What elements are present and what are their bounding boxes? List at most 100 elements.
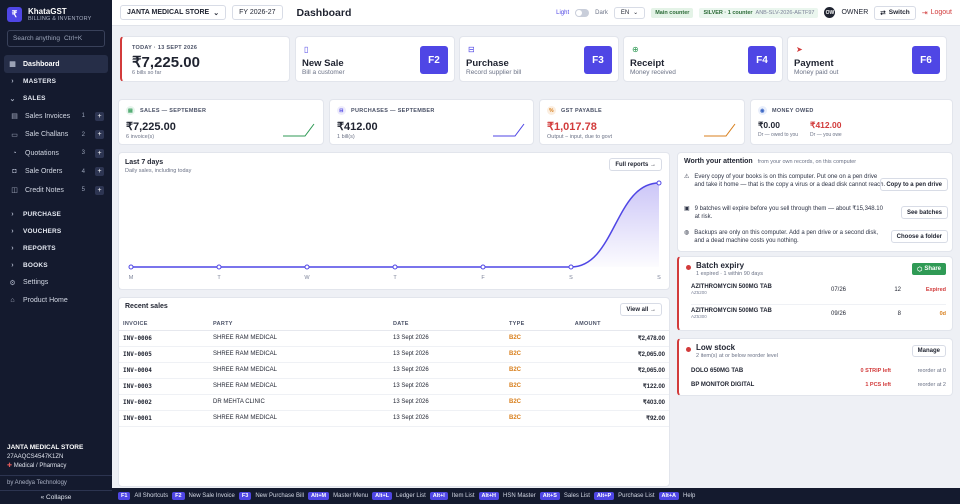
shortcut-label: New Sale Invoice xyxy=(188,493,235,499)
sidebar-item-sale-challans[interactable]: ▭ Sale Challans 2 + xyxy=(0,126,112,145)
choose-folder-button[interactable]: Choose a folder xyxy=(890,230,948,243)
collapse-button[interactable]: « Collapse xyxy=(0,490,112,504)
sidebar-section-sales[interactable]: ⌄ SALES xyxy=(0,90,112,107)
shortcut-key: F3 xyxy=(584,46,612,74)
logout-button[interactable]: ⇥ Logout xyxy=(922,9,952,17)
type-badge: B2C xyxy=(505,362,571,379)
stat-gst: % GST PAYABLE ₹1,017.78 Output − input, d… xyxy=(539,99,745,145)
col-date: DATE xyxy=(389,319,505,331)
shortcut-key[interactable]: Alt+L xyxy=(372,492,393,500)
table-row[interactable]: INV-0001 SHREE RAM MEDICAL 13 Sept 2026 B2C… xyxy=(119,410,669,427)
see-batches-button[interactable]: See batches xyxy=(900,206,948,219)
attention-text: Backups are only on this computer. Add a… xyxy=(694,230,879,244)
chevron-down-icon: ⌄ xyxy=(9,95,16,103)
chart-point[interactable] xyxy=(304,264,310,270)
shortcut-key[interactable]: F2 xyxy=(172,492,185,500)
you-owe-value: ₹412.00 xyxy=(810,120,842,130)
sidebar: ₹ KhataGST BILLING & INVENTORY Search an… xyxy=(0,0,112,504)
table-row[interactable]: INV-0002 DR MEHTA CLINIC 13 Sept 2026 B2C ₹4… xyxy=(119,394,669,411)
stock-row[interactable]: BP MONITOR DIGITAL 1 PCS left reorder at… xyxy=(691,382,946,388)
section-label: MASTERS xyxy=(23,78,57,85)
invoice-icon: ▤ xyxy=(126,106,135,115)
brand: ₹ KhataGST BILLING & INVENTORY xyxy=(0,0,112,28)
count-badge: 2 xyxy=(81,131,85,138)
plus-icon[interactable]: + xyxy=(95,111,104,121)
search-input[interactable]: Search anything Ctrl+K xyxy=(7,30,105,47)
you-owe-label: Dr — you owe xyxy=(810,132,842,138)
company-selector[interactable]: JANTA MEDICAL STORE ⌄ xyxy=(120,5,227,20)
table-row[interactable]: INV-0003 SHREE RAM MEDICAL 13 Sept 2026 B2C… xyxy=(119,378,669,395)
receipt-button[interactable]: ⊕ Receipt Money received F4 xyxy=(623,36,783,82)
share-button[interactable]: ⬡ Share xyxy=(912,263,946,275)
lang-label: EN xyxy=(620,9,630,16)
sidebar-item-product-home[interactable]: ⌂ Product Home xyxy=(0,292,112,310)
new-sale-button[interactable]: ▯ New Sale Bill a customer F2 xyxy=(295,36,455,82)
attention-text: Every copy of your books is on this comp… xyxy=(694,174,886,188)
manage-button[interactable]: Manage xyxy=(911,345,946,357)
chart-point[interactable] xyxy=(656,180,662,186)
shortcut-key[interactable]: Alt+A xyxy=(658,492,680,500)
stat-money-owed: ◉ MONEY OWED ₹0.00 Dr — owed to you ₹412.0… xyxy=(750,99,953,145)
attention-item: ◍ Backups are only on this computer. Add… xyxy=(684,229,948,245)
sidebar-section-vouchers[interactable]: › VOUCHERS xyxy=(0,223,112,240)
chart-point[interactable] xyxy=(480,264,486,270)
alert-dot-icon xyxy=(686,347,691,352)
batch-expiry-card: Batch expiry 1 expired · 1 within 90 day… xyxy=(677,256,953,331)
fy-selector[interactable]: FY 2026-27 xyxy=(232,5,283,20)
avatar[interactable]: OW xyxy=(824,7,836,18)
company-info: JANTA MEDICAL STORE 27AAQCS4547K1ZN ✚ Me… xyxy=(0,443,112,475)
challan-icon: ▭ xyxy=(11,131,18,139)
language-select[interactable]: EN ⌄ xyxy=(613,6,646,19)
chart-point[interactable] xyxy=(392,264,398,270)
view-all-button[interactable]: View all → xyxy=(620,303,662,316)
plus-icon[interactable]: + xyxy=(95,130,104,140)
batch-row[interactable]: AZITHROMYCIN 500MG TAB AZ5200 07/26 12 Ex… xyxy=(691,284,946,295)
shortcut-key[interactable]: Alt+P xyxy=(593,492,615,500)
payment-button[interactable]: ➤ Payment Money paid out F6 xyxy=(787,36,947,82)
copy-to-pen-drive-button[interactable]: Copy to a pen drive xyxy=(880,178,948,191)
stock-row[interactable]: DOLO 650MG TAB 0 STRIP left reorder at 0 xyxy=(691,368,946,374)
sales-chart-card: Last 7 days Daily sales, including today… xyxy=(118,152,670,290)
table-row[interactable]: INV-0004 SHREE RAM MEDICAL 13 Sept 2026 B2C… xyxy=(119,362,669,379)
shortcut-key[interactable]: Alt+S xyxy=(539,492,560,500)
shortcut-key[interactable]: F3 xyxy=(238,492,252,500)
sidebar-item-sale-orders[interactable]: ◘ Sale Orders 4 + xyxy=(0,163,112,182)
purchase-button[interactable]: ⊟ Purchase Record supplier bill F3 xyxy=(459,36,619,82)
table-row[interactable]: INV-0006 SHREE RAM MEDICAL 13 Sept 2026 B2C… xyxy=(119,330,669,347)
amount: ₹403.00 xyxy=(570,394,669,411)
attention-title: Worth your attention xyxy=(684,158,753,165)
theme-toggle[interactable] xyxy=(575,8,590,17)
type-badge: B2C xyxy=(505,346,571,363)
shortcut-key[interactable]: F1 xyxy=(118,492,131,500)
full-reports-button[interactable]: Full reports → xyxy=(609,158,662,171)
type-badge: B2C xyxy=(505,378,571,395)
shortcut-key[interactable]: Alt+M xyxy=(308,492,330,500)
sidebar-item-sales-invoices[interactable]: ▤ Sales Invoices 1 + xyxy=(0,107,112,126)
switch-button[interactable]: ⇄ Switch xyxy=(874,5,916,20)
batch-row[interactable]: AZITHROMYCIN 500MG TAB AZ5300 09/26 8 0d xyxy=(691,304,946,319)
warning-icon: ⚠ xyxy=(684,174,690,180)
amount: ₹92.00 xyxy=(570,410,669,427)
plus-icon[interactable]: + xyxy=(95,148,104,158)
chart-point[interactable] xyxy=(128,264,134,270)
x-tick-label: M xyxy=(129,275,134,281)
plus-icon[interactable]: + xyxy=(95,185,104,195)
chart-point[interactable] xyxy=(568,264,574,270)
sidebar-item-quotations[interactable]: ◔ Quotations 3 + xyxy=(0,144,112,163)
sidebar-section-masters[interactable]: › MASTERS xyxy=(0,73,112,90)
sidebar-section-books[interactable]: › BOOKS xyxy=(0,257,112,274)
chart-point[interactable] xyxy=(216,264,222,270)
fy-label: FY 2026-27 xyxy=(239,9,276,16)
stock-left: 1 PCS left xyxy=(865,382,891,388)
switch-label: Switch xyxy=(888,9,910,16)
shortcut-key[interactable]: Alt+H xyxy=(478,492,500,500)
invoice-no: INV-0005 xyxy=(119,346,209,363)
sidebar-section-purchase[interactable]: › PURCHASE xyxy=(0,206,112,223)
shortcut-key[interactable]: Alt+I xyxy=(429,492,448,500)
plus-icon[interactable]: + xyxy=(95,167,104,177)
sidebar-item-credit-notes[interactable]: ◫ Credit Notes 5 + xyxy=(0,181,112,200)
sidebar-section-reports[interactable]: › REPORTS xyxy=(0,240,112,257)
sidebar-item-dashboard[interactable]: ▦ Dashboard xyxy=(4,55,108,73)
table-row[interactable]: INV-0005 SHREE RAM MEDICAL 13 Sept 2026 B2C… xyxy=(119,346,669,363)
sidebar-item-settings[interactable]: ⚙ Settings xyxy=(0,274,112,292)
